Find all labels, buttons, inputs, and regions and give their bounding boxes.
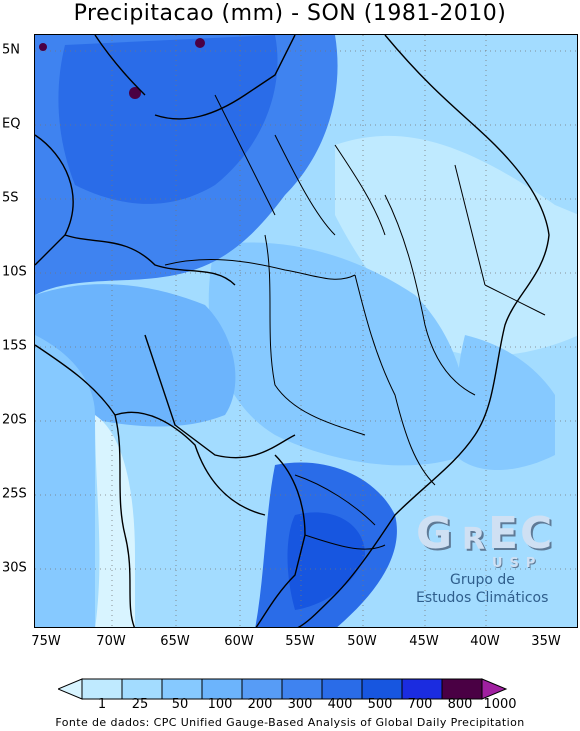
logo-letter: E	[488, 508, 519, 559]
south-core	[287, 512, 365, 610]
legend-label: 300	[287, 697, 313, 712]
lat-label: 30S	[2, 560, 27, 576]
logo-letter: G	[416, 508, 453, 559]
pacific-region	[35, 335, 95, 627]
lon-label: 40W	[470, 634, 500, 649]
legend-label: 100	[207, 697, 233, 712]
lat-label: EQ	[2, 116, 21, 132]
lat-label: 5N	[2, 42, 20, 58]
max-precip-spot	[39, 43, 47, 51]
logo-letter: C	[520, 508, 553, 559]
grid-lines	[35, 35, 577, 627]
lon-label: 60W	[224, 634, 254, 649]
legend-cell	[441, 678, 483, 700]
max-precip-spot	[129, 87, 141, 99]
grec-logo: G R E C USP Grupo de Estudos Climáticos	[410, 508, 560, 618]
lat-label: 15S	[2, 338, 27, 354]
legend-label: 700	[407, 697, 433, 712]
map-title: Precipitacao (mm) - SON (1981-2010)	[73, 1, 507, 26]
east-coast-zone	[455, 335, 555, 470]
legend-cell	[201, 678, 243, 700]
precipitation-map	[34, 34, 578, 628]
legend-cell	[81, 678, 123, 700]
legend-cells	[58, 678, 508, 700]
lon-label: 75W	[31, 634, 61, 649]
legend-cell	[121, 678, 163, 700]
legend-cell	[361, 678, 403, 700]
legend-cell	[321, 678, 363, 700]
lat-label: 20S	[2, 412, 27, 428]
legend-label: 500	[367, 697, 393, 712]
legend-cell	[58, 678, 83, 700]
lon-label: 50W	[347, 634, 377, 649]
andes-dry-strip	[95, 415, 135, 627]
color-legend	[58, 678, 508, 700]
lat-label: 10S	[2, 264, 27, 280]
legend-label: 400	[327, 697, 353, 712]
legend-cell	[401, 678, 443, 700]
lon-label: 55W	[285, 634, 315, 649]
legend-cell	[241, 678, 283, 700]
legend-cell	[161, 678, 203, 700]
logo-letter: R	[462, 522, 486, 557]
country-boundaries	[35, 35, 550, 627]
legend-label: 800	[447, 697, 473, 712]
legend-labels: 1 25 50 100 200 300 400 500 700 800 1000	[0, 697, 580, 715]
legend-cell	[481, 678, 508, 700]
max-precip-spot	[195, 38, 205, 48]
logo-line1: Grupo de	[450, 572, 515, 588]
map-svg	[35, 35, 577, 627]
lon-label: 45W	[409, 634, 439, 649]
legend-label: 25	[131, 697, 149, 712]
lon-label: 35W	[531, 634, 561, 649]
logo-line2: Estudos Climáticos	[416, 590, 549, 606]
state-boundaries	[164, 94, 546, 550]
lon-label: 65W	[160, 634, 190, 649]
amazon-core	[58, 35, 278, 204]
legend-label: 200	[247, 697, 273, 712]
central-band	[208, 242, 468, 466]
legend-cell	[281, 678, 323, 700]
legend-label: 1	[97, 697, 107, 712]
data-source-note: Fonte de dados: CPC Unified Gauge-Based …	[55, 716, 525, 729]
lat-label: 5S	[2, 190, 19, 206]
lon-label: 70W	[96, 634, 126, 649]
lat-label: 25S	[2, 486, 27, 502]
legend-label: 50	[171, 697, 189, 712]
legend-label: 1000	[483, 697, 517, 712]
logo-usp: USP	[492, 556, 543, 571]
